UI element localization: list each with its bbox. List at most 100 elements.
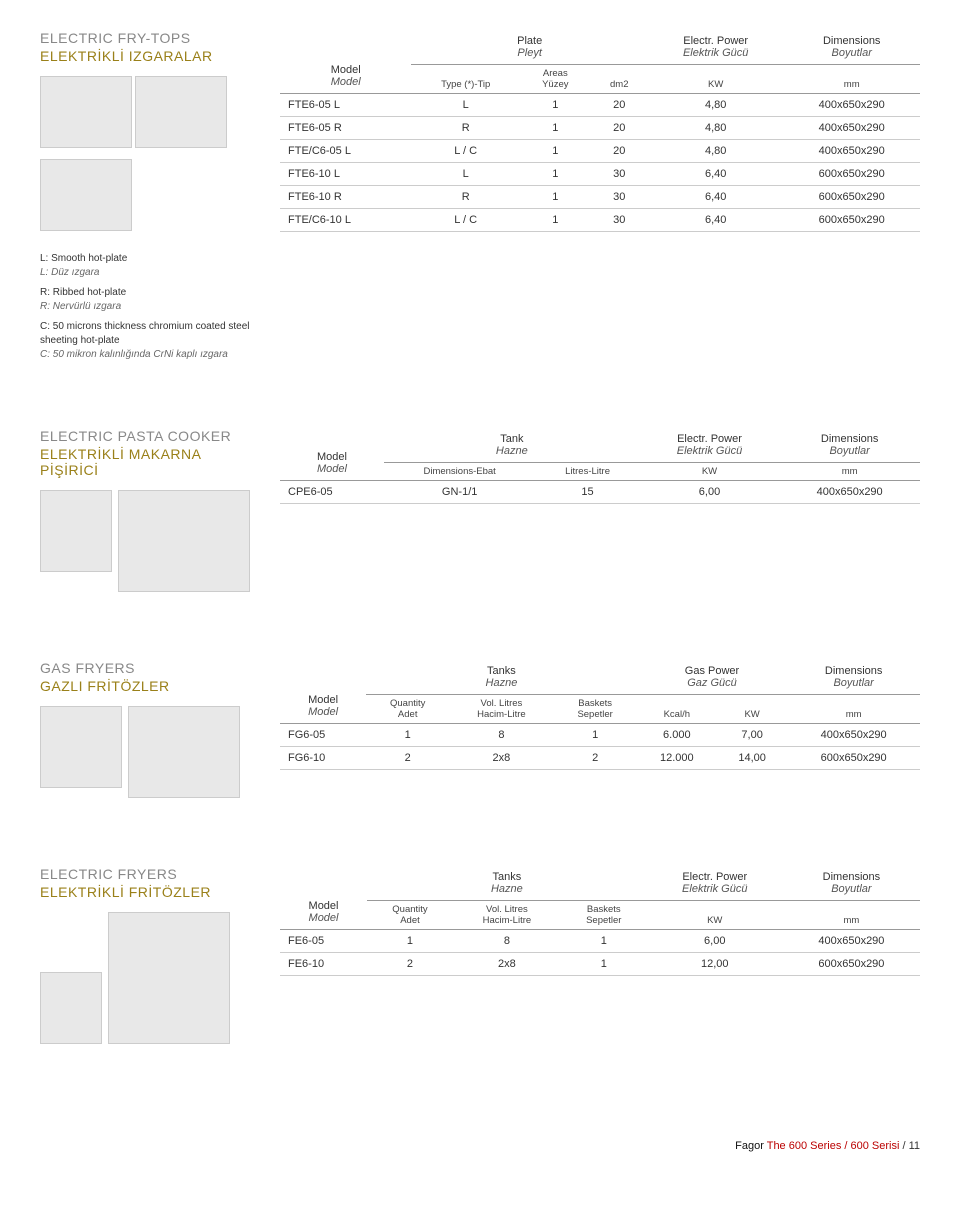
col-subheader: Areas xyxy=(543,68,568,79)
col-header: Model xyxy=(288,912,359,924)
col-subheader: Vol. Litres xyxy=(486,904,528,915)
col-subheader: KW xyxy=(647,901,783,930)
table-cell: 600x650x290 xyxy=(783,163,920,186)
col-subheader: Baskets xyxy=(578,698,612,709)
col-header: Tank xyxy=(392,433,632,445)
col-header: Electr. Power xyxy=(655,871,775,883)
frytops-title-tr: ELEKTRİKLİ IZGARALAR xyxy=(40,48,260,64)
col-subheader: dm2 xyxy=(591,65,648,94)
col-header: Boyutlar xyxy=(787,445,912,457)
col-header: Electr. Power xyxy=(656,35,775,47)
table-cell: 1 xyxy=(366,724,449,747)
col-header: Hazne xyxy=(374,677,629,689)
table-cell: 4,80 xyxy=(648,94,783,117)
table-cell: 1 xyxy=(561,953,647,976)
pasta-title-en: ELECTRIC PASTA COOKER xyxy=(40,428,260,444)
col-header: Model xyxy=(288,64,403,76)
col-header: Boyutlar xyxy=(791,47,912,59)
gasfryers-title-en: GAS FRYERS xyxy=(40,660,260,676)
table-cell: 400x650x290 xyxy=(783,930,920,953)
table-cell: 1 xyxy=(520,117,591,140)
table-cell: 600x650x290 xyxy=(787,747,920,770)
table-cell: 2 xyxy=(367,953,453,976)
table-cell: 400x650x290 xyxy=(783,140,920,163)
table-cell: 12,00 xyxy=(647,953,783,976)
col-subheader: KW xyxy=(648,65,783,94)
table-cell: L / C xyxy=(411,209,520,232)
col-subheader: Hacim-Litre xyxy=(477,709,526,720)
table-cell: 4,80 xyxy=(648,117,783,140)
pasta-title-tr: ELEKTRİKLİ MAKARNA PİŞİRİCİ xyxy=(40,446,260,478)
product-image xyxy=(118,490,250,592)
col-subheader: Vol. Litres xyxy=(481,698,523,709)
section-frytops: ELECTRIC FRY-TOPS ELEKTRİKLİ IZGARALAR L… xyxy=(40,30,920,368)
col-header: Model xyxy=(288,451,376,463)
col-subheader: mm xyxy=(783,65,920,94)
col-subheader: Type (*)-Tip xyxy=(411,65,520,94)
table-cell: CPE6-05 xyxy=(280,481,384,504)
table-cell: 1 xyxy=(561,930,647,953)
product-image xyxy=(108,912,230,1044)
col-header: Dimensions xyxy=(795,665,912,677)
col-header: Electr. Power xyxy=(648,433,772,445)
footer-page: / 11 xyxy=(902,1140,920,1152)
section-gasfryers: GAS FRYERS GAZLI FRİTÖZLER ModelModel Ta… xyxy=(40,660,920,806)
product-image xyxy=(40,972,102,1044)
table-cell: 6.000 xyxy=(637,724,717,747)
table-cell: FTE6-10 R xyxy=(280,186,411,209)
table-cell: 400x650x290 xyxy=(783,117,920,140)
section-elecfryers: ELECTRIC FRYERS ELEKTRİKLİ FRİTÖZLER Mod… xyxy=(40,866,920,1052)
legend-line: L: Düz ızgara xyxy=(40,267,99,278)
col-subheader: Kcal/h xyxy=(637,695,717,724)
legend-line: L: Smooth hot-plate xyxy=(40,253,127,264)
table-row: FTE6-05 LL1204,80400x650x290 xyxy=(280,94,920,117)
table-cell: 6,40 xyxy=(648,209,783,232)
table-cell: 600x650x290 xyxy=(783,953,920,976)
table-cell: 7,00 xyxy=(717,724,787,747)
table-cell: 400x650x290 xyxy=(787,724,920,747)
product-image xyxy=(40,490,112,572)
table-cell: FTE6-10 L xyxy=(280,163,411,186)
table-cell: FG6-05 xyxy=(280,724,366,747)
table-cell: L / C xyxy=(411,140,520,163)
table-cell: FTE/C6-05 L xyxy=(280,140,411,163)
col-header: Model xyxy=(288,463,376,475)
col-subheader: Dimensions-Ebat xyxy=(384,463,535,481)
col-header: Dimensions xyxy=(787,433,912,445)
product-image xyxy=(40,76,132,148)
col-header: Model xyxy=(288,694,358,706)
table-row: CPE6-05GN-1/1156,00400x650x290 xyxy=(280,481,920,504)
col-subheader: Baskets xyxy=(587,904,621,915)
elecfryers-title-en: ELECTRIC FRYERS xyxy=(40,866,260,882)
col-subheader: mm xyxy=(779,463,920,481)
col-header: Tanks xyxy=(375,871,639,883)
table-cell: 8 xyxy=(449,724,553,747)
section-pasta: ELECTRIC PASTA COOKER ELEKTRİKLİ MAKARNA… xyxy=(40,428,920,600)
legend-line: C: 50 mikron kalınlığında CrNi kaplı ızg… xyxy=(40,349,228,360)
col-header: Elektrik Gücü xyxy=(656,47,775,59)
table-row: FTE/C6-05 LL / C1204,80400x650x290 xyxy=(280,140,920,163)
table-cell: 1 xyxy=(520,140,591,163)
col-subheader: Sepetler xyxy=(586,915,621,926)
col-subheader: KW xyxy=(717,695,787,724)
col-header: Model xyxy=(288,706,358,718)
table-cell: 30 xyxy=(591,163,648,186)
col-subheader: Adet xyxy=(400,915,420,926)
gasfryers-title-tr: GAZLI FRİTÖZLER xyxy=(40,678,260,694)
col-header: Tanks xyxy=(374,665,629,677)
table-cell: 600x650x290 xyxy=(783,186,920,209)
table-cell: 2 xyxy=(554,747,637,770)
table-cell: 6,00 xyxy=(640,481,780,504)
table-cell: 400x650x290 xyxy=(783,94,920,117)
col-subheader: Litres-Litre xyxy=(535,463,639,481)
col-header: Dimensions xyxy=(791,35,912,47)
col-subheader: Quantity xyxy=(390,698,425,709)
table-cell: 2x8 xyxy=(449,747,553,770)
col-subheader: Quantity xyxy=(392,904,427,915)
frytops-table: ModelModel PlatePleyt Electr. PowerElekt… xyxy=(280,30,920,232)
table-row: FE6-051816,00400x650x290 xyxy=(280,930,920,953)
frytops-title-en: ELECTRIC FRY-TOPS xyxy=(40,30,260,46)
table-cell: 8 xyxy=(453,930,561,953)
table-cell: FTE/C6-10 L xyxy=(280,209,411,232)
col-subheader: mm xyxy=(783,901,920,930)
